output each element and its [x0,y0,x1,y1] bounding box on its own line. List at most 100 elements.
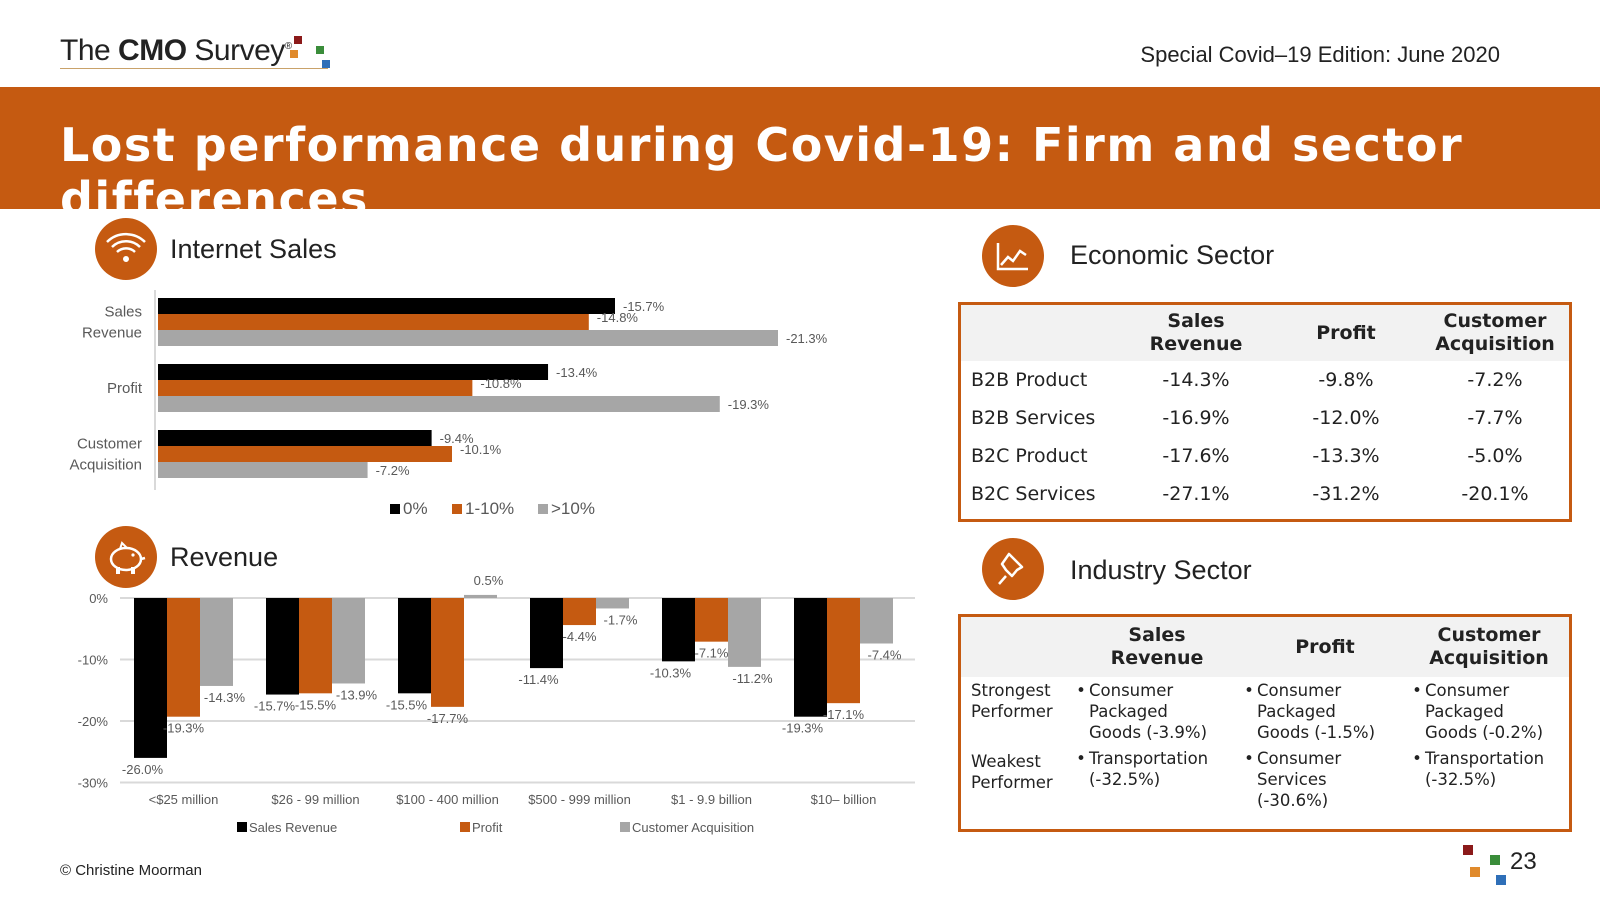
header-line: Acquisition [1435,333,1555,355]
edition-label: Special Covid–19 Edition: June 2020 [1140,42,1500,67]
cell-line: (-30.6%) [1257,791,1329,810]
data-label: -1.7% [604,612,638,627]
internet-sales-title: Internet Sales [170,234,337,264]
logo-suffix: Survey [194,34,285,67]
footer-squares-icon [1458,845,1506,885]
header-line: Profit [1295,635,1355,658]
row-label: B2B Product [971,369,1088,391]
bar [563,598,596,626]
page-title: Lost performance during Covid-19: Firm a… [60,118,1464,226]
bar [596,598,629,609]
data-label: -19.3% [163,721,205,736]
label-line: Performer [971,702,1053,721]
header-line: Sales [1128,624,1186,646]
table-cell: • Consumer Packaged Goods (-0.2%) [1412,681,1544,742]
legend-swatch [460,822,470,832]
bar [398,598,431,694]
table-header: Customer Acquisition [1421,305,1569,361]
economic-sector-title: Economic Sector [1070,240,1275,270]
revenue-title: Revenue [170,542,279,572]
bar [158,462,368,478]
table-header-row: Sales Revenue Profit Customer Acquisitio… [961,305,1569,361]
x-tick-label: $500 - 999 million [528,792,631,807]
y-tick-label: -20% [78,714,109,729]
table-cell: -20.1% [1461,483,1529,505]
bar [332,598,365,684]
industry-sector-title: Industry Sector [1070,555,1252,585]
table-header: Sales Revenue [1073,617,1241,677]
bar [158,330,778,346]
table-header-blank [961,617,1073,677]
table-header-blank [961,305,1121,361]
bar [158,430,432,446]
wifi-icon [95,218,157,280]
data-label: 0.5% [474,573,504,588]
bar [158,446,452,462]
data-label: -14.8% [597,310,639,325]
header-line: Profit [1316,321,1376,344]
bar [530,598,563,669]
data-label: -11.2% [732,671,773,686]
industry-sector-table: Sales Revenue Profit Customer Acquisitio… [958,614,1572,832]
header-line: Revenue [1110,647,1204,669]
bar [158,298,615,314]
table-header: Profit [1241,617,1409,677]
label-line: Weakest [971,752,1041,771]
legend-label: 0% [403,499,428,518]
economic-sector-table: Sales Revenue Profit Customer Acquisitio… [958,302,1572,522]
label-line: Performer [971,773,1053,792]
legend-label: 1-10% [465,499,514,518]
table-header-row: Sales Revenue Profit Customer Acquisitio… [961,617,1569,677]
data-label: -4.4% [563,629,597,644]
data-label: -10.8% [480,376,522,391]
bar [158,314,589,330]
logo: The CMO Survey® [60,34,292,68]
legend-swatch [452,504,462,514]
bar [158,380,473,396]
cell-line: Goods (-0.2%) [1425,723,1544,742]
table-cell: -9.8% [1318,369,1374,391]
table-row: B2C Product -17.6% -13.3% -5.0% [961,437,1569,475]
table-row: B2B Services -16.9% -12.0% -7.7% [961,399,1569,437]
category-label: Profit [107,380,143,397]
table-cell: -27.1% [1162,483,1230,505]
table-header: Sales Revenue [1121,305,1271,361]
row-label: B2C Product [971,445,1088,467]
data-label: -17.7% [427,711,469,726]
data-label: -26.0% [122,762,164,777]
cell-line: Transportation [1425,749,1545,768]
data-label: -19.3% [728,397,770,412]
table-cell: -14.3% [1162,369,1230,391]
bar [662,598,695,662]
legend-label: Customer Acquisition [632,820,754,835]
data-label: -7.1% [695,646,729,661]
data-label: -19.3% [782,721,824,736]
x-tick-label: $26 - 99 million [271,792,359,807]
row-label: B2C Services [971,483,1096,505]
copyright: © Christine Moorman [60,862,202,879]
header-line: Customer [1443,310,1547,332]
legend-label: Profit [472,820,503,835]
legend-swatch [390,504,400,514]
logo-bold: CMO [118,34,187,67]
bar [134,598,167,758]
data-label: -10.3% [650,665,692,680]
cell-line: Packaged [1089,702,1168,721]
legend-swatch [237,822,247,832]
table-cell: -13.3% [1312,445,1380,467]
table-cell: -16.9% [1162,407,1230,429]
legend-label: >10% [551,499,595,518]
table-cell: • Transportation (-32.5%) [1076,749,1209,789]
data-label: -13.4% [556,365,598,380]
table-cell: -7.2% [1467,369,1523,391]
bar [158,396,720,412]
internet-sales-chart: Sales Revenue -15.7%-14.8% -21.3% Profit -13.… [69,290,828,518]
cell-line: Consumer [1425,681,1510,700]
table-row: B2C Services -27.1% -31.2% -20.1% [961,475,1569,513]
cell-line: Packaged [1257,702,1336,721]
cell-line: Transportation [1089,749,1209,768]
table-header: Profit [1271,305,1421,361]
table-cell: -12.0% [1312,407,1380,429]
data-label: -15.7% [254,699,296,714]
category-label: Acquisition [69,457,142,474]
